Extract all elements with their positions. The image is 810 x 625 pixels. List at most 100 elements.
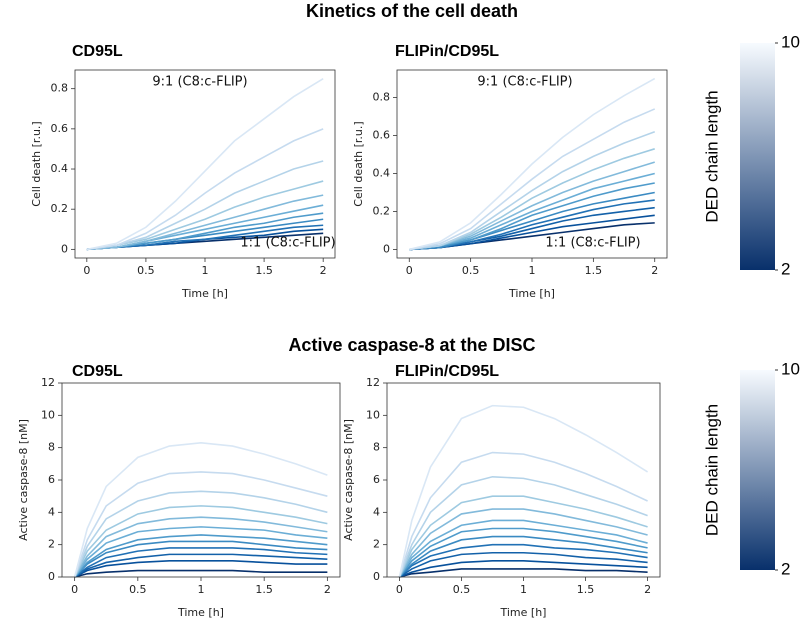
- data-line: [86, 160, 324, 251]
- y-axis-label: Active caspase-8 [nM]: [17, 419, 30, 541]
- y-tick-label: 0.6: [51, 122, 69, 135]
- x-tick-label: 0: [71, 583, 78, 596]
- colorbar-tick-label: 2: [781, 259, 790, 278]
- data-line: [409, 191, 655, 251]
- y-tick-label: 0.6: [373, 129, 391, 142]
- data-line: [73, 505, 328, 578]
- section-title: Active caspase-8 at the DISC: [288, 335, 535, 355]
- data-line: [399, 560, 648, 578]
- panel-title: CD95L: [72, 363, 123, 380]
- data-line: [74, 560, 328, 578]
- y-tick-label: 0: [373, 570, 380, 583]
- x-tick-label: 0: [396, 583, 403, 596]
- y-tick-label: 6: [48, 473, 55, 486]
- x-tick-label: 1.5: [577, 583, 595, 596]
- colorbar: [740, 43, 775, 270]
- x-tick-label: 0.5: [453, 583, 471, 596]
- y-tick-label: 0: [48, 570, 55, 583]
- data-line: [86, 128, 324, 251]
- x-tick-label: 0.5: [137, 264, 155, 277]
- data-line: [398, 475, 648, 578]
- x-tick-label: 2: [651, 264, 658, 277]
- y-tick-label: 0.4: [51, 162, 69, 175]
- x-tick-label: 0.5: [462, 264, 480, 277]
- y-tick-label: 2: [373, 538, 380, 551]
- colorbar-label: DED chain length: [702, 90, 721, 222]
- panel-title: CD95L: [72, 43, 123, 60]
- data-line: [398, 543, 648, 578]
- y-tick-label: 2: [48, 538, 55, 551]
- data-line: [73, 516, 328, 578]
- y-axis-label: Cell death [r.u.]: [352, 121, 365, 206]
- x-tick-label: 0: [83, 264, 90, 277]
- x-tick-label: 0.5: [129, 583, 147, 596]
- y-tick-label: 0.8: [373, 91, 391, 104]
- y-tick-label: 0.2: [373, 204, 391, 217]
- colorbar-tick-label: 2: [781, 559, 790, 578]
- data-line: [398, 551, 648, 578]
- x-tick-label: 1: [520, 583, 527, 596]
- y-axis-label: Active caspase-8 [nM]: [342, 419, 355, 541]
- panel-title: FLIPin/CD95L: [395, 43, 499, 60]
- data-line: [409, 77, 656, 251]
- y-tick-label: 4: [48, 505, 55, 518]
- y-tick-label: 0.8: [51, 82, 69, 95]
- data-line: [398, 508, 648, 578]
- y-tick-label: 0.4: [373, 166, 391, 179]
- data-line: [409, 108, 656, 251]
- y-tick-label: 0.2: [51, 202, 69, 215]
- data-line: [73, 471, 328, 578]
- panel-title: FLIPin/CD95L: [395, 363, 499, 380]
- data-line: [86, 77, 324, 251]
- x-tick-label: 0: [406, 264, 413, 277]
- y-tick-label: 8: [373, 441, 380, 454]
- data-line: [398, 519, 648, 578]
- section-title: Kinetics of the cell death: [306, 1, 518, 21]
- data-line: [74, 534, 328, 578]
- data-line: [73, 442, 328, 578]
- x-tick-label: 2: [324, 583, 331, 596]
- colorbar-tick-label: 10: [781, 359, 800, 378]
- y-tick-label: 6: [373, 473, 380, 486]
- data-line: [398, 495, 648, 578]
- x-axis-label: Time [h]: [181, 287, 228, 300]
- y-tick-label: 8: [48, 441, 55, 454]
- y-tick-label: 12: [41, 376, 55, 389]
- data-line: [398, 527, 648, 578]
- x-tick-label: 2: [320, 264, 327, 277]
- data-line: [86, 194, 324, 251]
- annotation: 1:1 (C8:c-FLIP): [240, 236, 335, 251]
- x-axis-label: Time [h]: [500, 606, 547, 619]
- x-axis-label: Time [h]: [177, 606, 224, 619]
- y-tick-label: 0: [383, 242, 390, 255]
- x-tick-label: 2: [644, 583, 651, 596]
- data-line: [398, 535, 648, 578]
- colorbar-tick-label: 10: [781, 32, 800, 51]
- colorbar: [740, 370, 775, 570]
- data-line: [74, 569, 328, 578]
- annotation: 9:1 (C8:c-FLIP): [477, 75, 572, 90]
- y-tick-label: 10: [366, 408, 380, 421]
- y-tick-label: 0: [61, 242, 68, 255]
- data-line: [398, 451, 648, 578]
- y-axis-label: Cell death [r.u.]: [30, 121, 43, 206]
- x-tick-label: 1: [202, 264, 209, 277]
- x-tick-label: 1.5: [585, 264, 603, 277]
- data-line: [73, 526, 328, 578]
- y-tick-label: 12: [366, 376, 380, 389]
- y-tick-label: 4: [373, 505, 380, 518]
- data-line: [73, 490, 328, 578]
- annotation: 1:1 (C8:c-FLIP): [545, 236, 640, 251]
- x-tick-label: 1.5: [255, 264, 273, 277]
- data-line: [409, 130, 656, 251]
- data-line: [398, 404, 649, 578]
- data-line: [399, 568, 648, 578]
- x-tick-label: 1: [198, 583, 205, 596]
- data-line: [74, 553, 328, 578]
- x-axis-label: Time [h]: [508, 287, 555, 300]
- data-line: [74, 547, 328, 578]
- y-tick-label: 10: [41, 408, 55, 421]
- x-tick-label: 1.5: [255, 583, 273, 596]
- data-line: [74, 540, 328, 578]
- annotation: 9:1 (C8:c-FLIP): [152, 75, 247, 90]
